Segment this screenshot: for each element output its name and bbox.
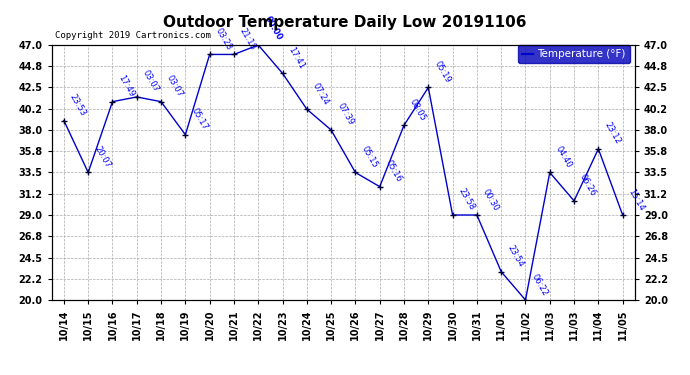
Text: 05:15: 05:15 <box>359 145 380 170</box>
Text: 07:24: 07:24 <box>311 81 331 106</box>
Text: 05:17: 05:17 <box>190 107 209 132</box>
Text: 23:12: 23:12 <box>602 121 622 146</box>
Text: 08:05: 08:05 <box>408 98 428 123</box>
Legend: Temperature (°F): Temperature (°F) <box>518 45 629 63</box>
Text: 17:49: 17:49 <box>117 74 137 99</box>
Text: 00:00: 00:00 <box>262 15 284 42</box>
Text: 03:28: 03:28 <box>214 26 234 52</box>
Text: 05:19: 05:19 <box>433 60 452 85</box>
Text: 03:07: 03:07 <box>141 69 161 94</box>
Text: 00:30: 00:30 <box>481 187 501 212</box>
Text: 15:14: 15:14 <box>627 187 647 212</box>
Text: 06:22: 06:22 <box>530 272 549 297</box>
Text: 06:26: 06:26 <box>578 173 598 198</box>
Text: 21:18: 21:18 <box>238 27 258 52</box>
Text: 23:53: 23:53 <box>68 93 88 118</box>
Text: 05:16: 05:16 <box>384 159 404 184</box>
Text: 03:07: 03:07 <box>165 74 185 99</box>
Text: 23:54: 23:54 <box>505 244 525 269</box>
Text: Outdoor Temperature Daily Low 20191106: Outdoor Temperature Daily Low 20191106 <box>164 15 526 30</box>
Text: Copyright 2019 Cartronics.com: Copyright 2019 Cartronics.com <box>55 31 210 40</box>
Text: 07:39: 07:39 <box>335 102 355 127</box>
Text: 17:41: 17:41 <box>287 45 306 70</box>
Text: 23:58: 23:58 <box>457 187 477 212</box>
Text: 20:07: 20:07 <box>92 144 112 170</box>
Text: 04:40: 04:40 <box>554 145 573 170</box>
